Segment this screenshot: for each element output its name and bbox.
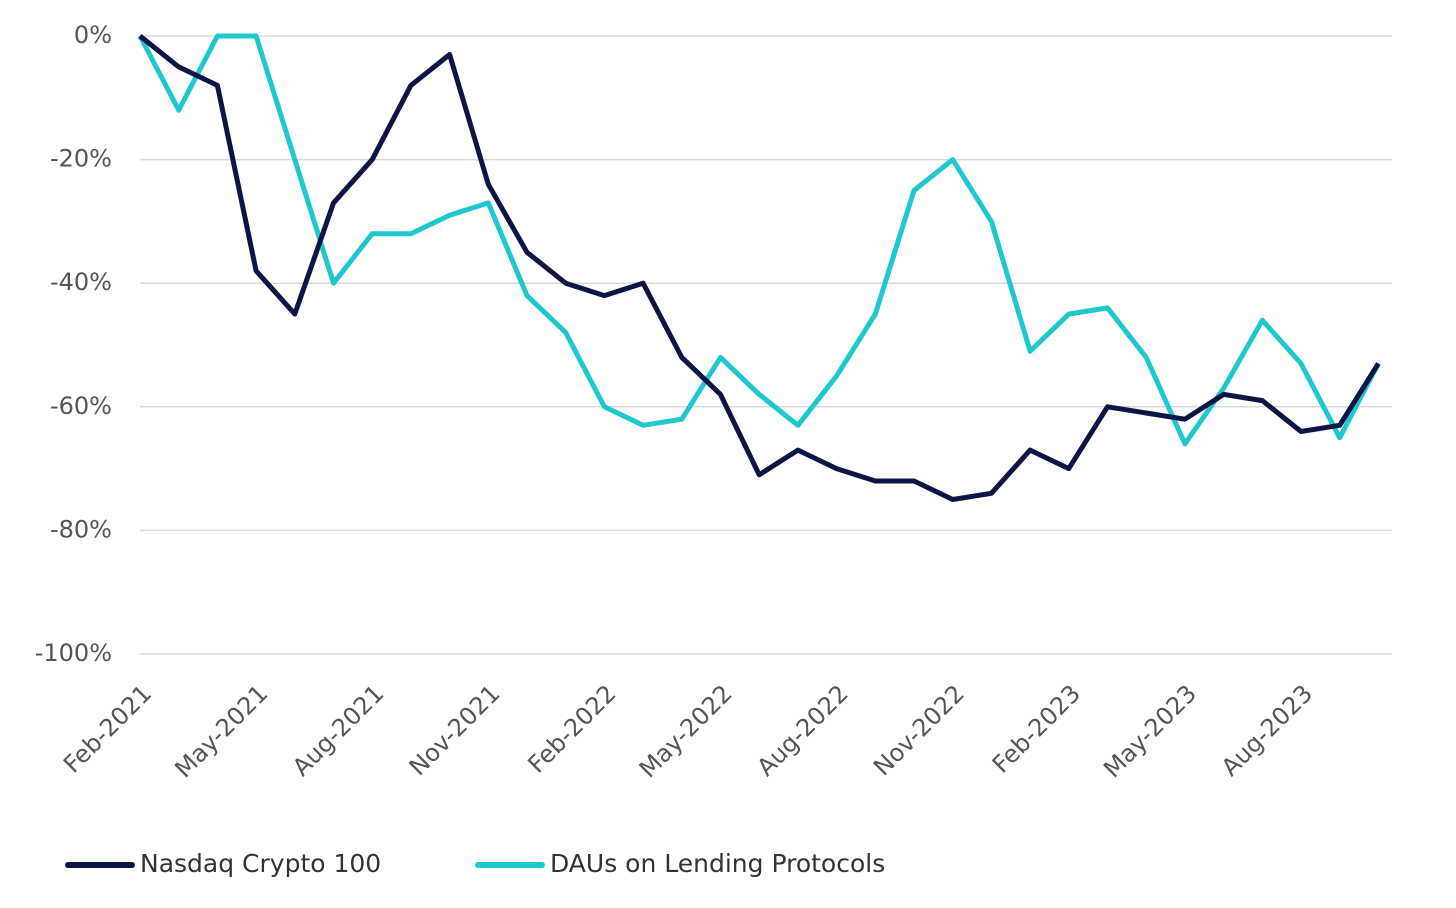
x-tick-label: Feb-2022: [522, 679, 621, 778]
y-tick-label: 0%: [74, 21, 112, 49]
legend-label: Nasdaq Crypto 100: [140, 849, 381, 878]
x-tick-label: Feb-2023: [987, 679, 1086, 778]
x-tick-label: May-2021: [169, 679, 273, 783]
x-tick-label: Feb-2021: [58, 679, 157, 778]
y-tick-label: -40%: [50, 268, 112, 296]
x-tick-label: Aug-2021: [287, 679, 389, 781]
x-tick-label: May-2023: [1098, 679, 1202, 783]
x-tick-label: Aug-2022: [752, 679, 854, 781]
y-tick-label: -80%: [50, 515, 112, 543]
y-tick-label: -100%: [35, 639, 112, 667]
y-tick-label: -60%: [50, 392, 112, 420]
x-tick-label: Nov-2021: [404, 679, 506, 781]
x-tick-label: May-2022: [634, 679, 738, 783]
x-tick-label: Aug-2023: [1216, 679, 1318, 781]
x-tick-label: Nov-2022: [868, 679, 970, 781]
series-line: [137, 33, 1381, 447]
y-tick-label: -20%: [50, 145, 112, 173]
legend-label: DAUs on Lending Protocols: [550, 849, 885, 878]
series-line: [138, 34, 1381, 502]
